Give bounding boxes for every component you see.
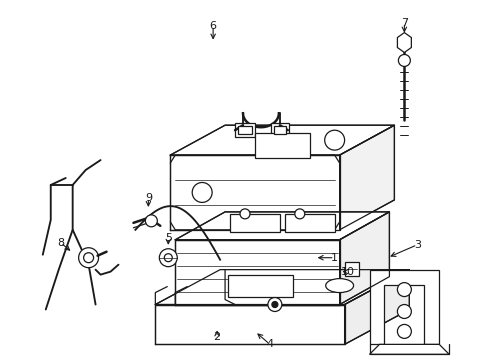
Circle shape: [192, 183, 212, 202]
Circle shape: [240, 209, 249, 219]
Polygon shape: [155, 305, 344, 345]
Text: 1: 1: [330, 253, 338, 263]
Circle shape: [397, 324, 410, 338]
Text: 3: 3: [413, 240, 420, 250]
Text: 5: 5: [164, 233, 171, 243]
Polygon shape: [397, 32, 410, 53]
Polygon shape: [170, 125, 394, 155]
Bar: [227, 275, 292, 297]
Bar: [285, 214, 334, 232]
Polygon shape: [339, 212, 388, 305]
Polygon shape: [369, 345, 448, 354]
Text: 6: 6: [209, 21, 216, 31]
Circle shape: [267, 298, 281, 311]
Text: 7: 7: [400, 18, 407, 28]
Polygon shape: [170, 155, 339, 230]
Bar: [238, 126, 251, 134]
Bar: [344, 262, 358, 276]
Text: 2: 2: [213, 332, 220, 342]
Circle shape: [83, 253, 93, 263]
Bar: [254, 133, 309, 158]
Circle shape: [159, 249, 177, 267]
Circle shape: [398, 54, 409, 67]
Text: 8: 8: [57, 238, 64, 248]
Bar: [270, 123, 288, 137]
Bar: [235, 123, 254, 137]
Circle shape: [397, 283, 410, 297]
Bar: [229, 214, 279, 232]
Circle shape: [145, 215, 157, 227]
Circle shape: [397, 305, 410, 319]
Polygon shape: [175, 240, 339, 305]
Ellipse shape: [325, 279, 353, 293]
Circle shape: [271, 302, 277, 307]
Bar: [273, 126, 285, 134]
Circle shape: [294, 209, 304, 219]
Circle shape: [79, 248, 99, 268]
Polygon shape: [369, 270, 438, 345]
Polygon shape: [175, 212, 388, 240]
Text: 9: 9: [144, 193, 152, 203]
Text: 4: 4: [266, 339, 273, 349]
Polygon shape: [155, 270, 408, 305]
Polygon shape: [344, 270, 408, 345]
Polygon shape: [339, 125, 394, 230]
Circle shape: [324, 130, 344, 150]
Text: 10: 10: [340, 267, 354, 276]
Circle shape: [164, 254, 172, 262]
